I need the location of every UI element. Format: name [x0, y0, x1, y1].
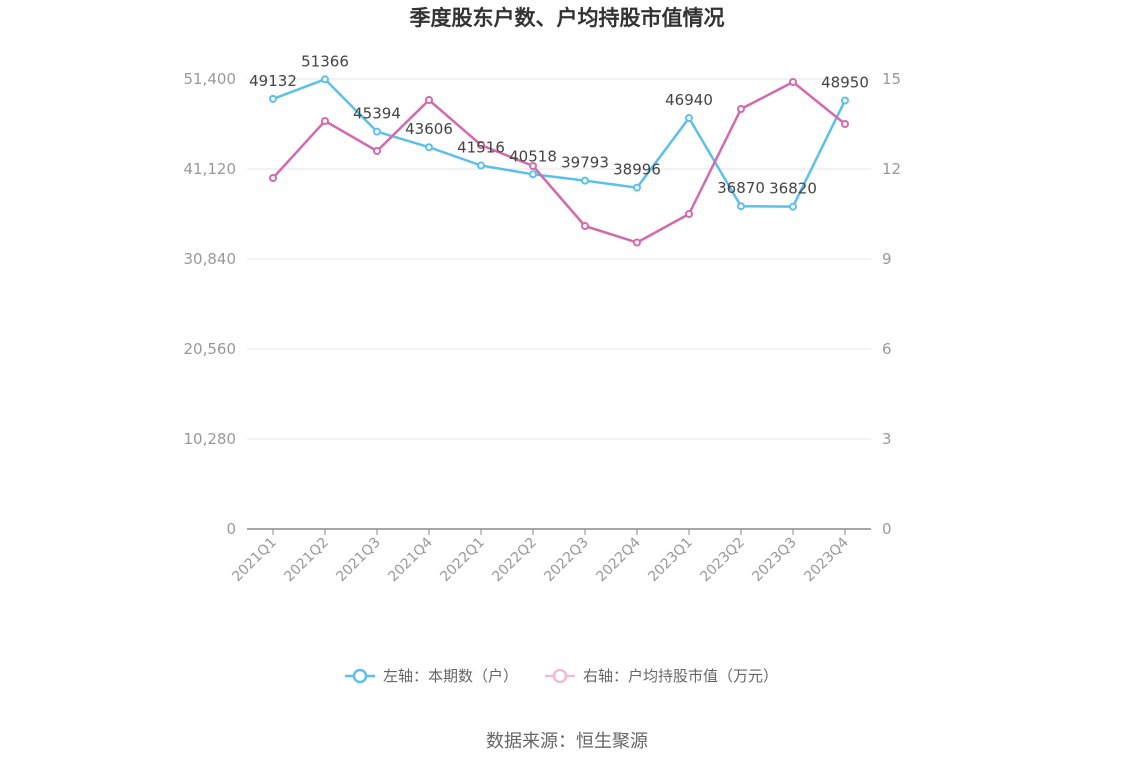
- data-label: 36820: [769, 180, 817, 198]
- right-tick-label: 15: [882, 70, 901, 88]
- legend-item-2[interactable]: 右轴：户均持股市值（万元）: [545, 667, 778, 685]
- series-2-point[interactable]: [789, 78, 797, 86]
- x-tick-label: 2023Q3: [749, 535, 800, 586]
- legend-label: 右轴：户均持股市值（万元）: [583, 667, 778, 685]
- x-tick-label: 2021Q4: [385, 534, 436, 585]
- left-tick-label: 10,280: [184, 430, 237, 448]
- x-tick-label: 2022Q3: [541, 535, 592, 586]
- series-2-point[interactable]: [269, 174, 277, 182]
- x-tick-label: 2022Q2: [489, 535, 540, 586]
- series-2-point[interactable]: [685, 210, 693, 218]
- grid-lines: [247, 78, 871, 440]
- data-label: 48950: [821, 73, 869, 91]
- data-label: 41516: [457, 139, 505, 157]
- x-tick-label: 2022Q1: [437, 535, 488, 586]
- series-2-point[interactable]: [581, 222, 589, 230]
- data-label: 40518: [509, 147, 557, 165]
- data-label: 39793: [561, 154, 609, 172]
- series-2-point[interactable]: [477, 141, 485, 149]
- x-tick-label: 2021Q3: [333, 535, 384, 586]
- data-label: 49132: [249, 72, 297, 90]
- left-tick-label: 51,400: [184, 70, 237, 88]
- legend[interactable]: 左轴：本期数（户） 右轴：户均持股市值（万元）: [345, 667, 778, 685]
- series-2-point[interactable]: [841, 120, 849, 128]
- series-1-point[interactable]: [841, 96, 849, 105]
- legend-item-1[interactable]: 左轴：本期数（户）: [345, 667, 518, 685]
- left-tick-label: 0: [226, 520, 236, 538]
- series-1-point[interactable]: [685, 114, 693, 123]
- left-tick-label: 20,560: [184, 340, 237, 358]
- right-tick-label: 6: [882, 340, 892, 358]
- left-axis-ticks: 0 10,280 20,560 30,840 41,120 51,400: [184, 70, 237, 538]
- legend-marker: [352, 668, 368, 684]
- right-tick-label: 3: [882, 430, 892, 448]
- data-label: 51366: [301, 52, 349, 70]
- series-1-point[interactable]: [633, 183, 641, 192]
- right-tick-label: 0: [882, 520, 892, 538]
- x-tick-label: 2021Q1: [229, 535, 280, 586]
- series-2-point[interactable]: [321, 117, 329, 125]
- x-tick-label: 2021Q2: [281, 535, 332, 586]
- x-tick-label: 2023Q2: [697, 535, 748, 586]
- right-axis-ticks: 0 3 6 9 12 15: [882, 70, 901, 538]
- left-tick-label: 30,840: [184, 250, 237, 268]
- series-2-point[interactable]: [737, 105, 745, 113]
- series-group: [269, 75, 849, 247]
- series-line-1: [272, 78, 847, 208]
- data-label: 38996: [613, 161, 661, 179]
- series-1-point[interactable]: [529, 170, 537, 179]
- series-1-point[interactable]: [425, 143, 433, 152]
- series-1-point[interactable]: [789, 202, 797, 211]
- series-1-point[interactable]: [737, 202, 745, 211]
- data-label: 46940: [665, 91, 713, 109]
- legend-label: 左轴：本期数（户）: [383, 667, 518, 685]
- left-tick-label: 41,120: [184, 160, 237, 178]
- series-2-point[interactable]: [373, 147, 381, 155]
- data-label: 43606: [405, 120, 453, 138]
- chart-title: 季度股东户数、户均持股市值情况: [410, 6, 725, 30]
- series-1-point[interactable]: [373, 127, 381, 136]
- x-tick-label: 2023Q1: [645, 535, 696, 586]
- legend-marker: [552, 668, 568, 684]
- series-2-point[interactable]: [529, 162, 537, 170]
- series-1-point[interactable]: [321, 75, 329, 84]
- x-tick-label: 2023Q4: [801, 534, 852, 585]
- series-2-point[interactable]: [425, 96, 433, 104]
- series-1-point[interactable]: [477, 161, 485, 170]
- data-label: 45394: [353, 105, 401, 123]
- series-1-point[interactable]: [581, 176, 589, 185]
- series-1-point[interactable]: [269, 94, 277, 103]
- series-2-point[interactable]: [633, 238, 641, 247]
- source-text: 数据来源：恒生聚源: [486, 731, 648, 752]
- x-tick-label: 2022Q4: [593, 534, 644, 585]
- x-axis-ticks: 2021Q1 2021Q2 2021Q3 2021Q4 2022Q1 2022Q2 2022…: [229, 529, 852, 585]
- series-line-2: [272, 80, 846, 244]
- data-label: 36870: [717, 179, 765, 197]
- right-tick-label: 12: [882, 160, 901, 178]
- right-tick-label: 9: [882, 250, 892, 268]
